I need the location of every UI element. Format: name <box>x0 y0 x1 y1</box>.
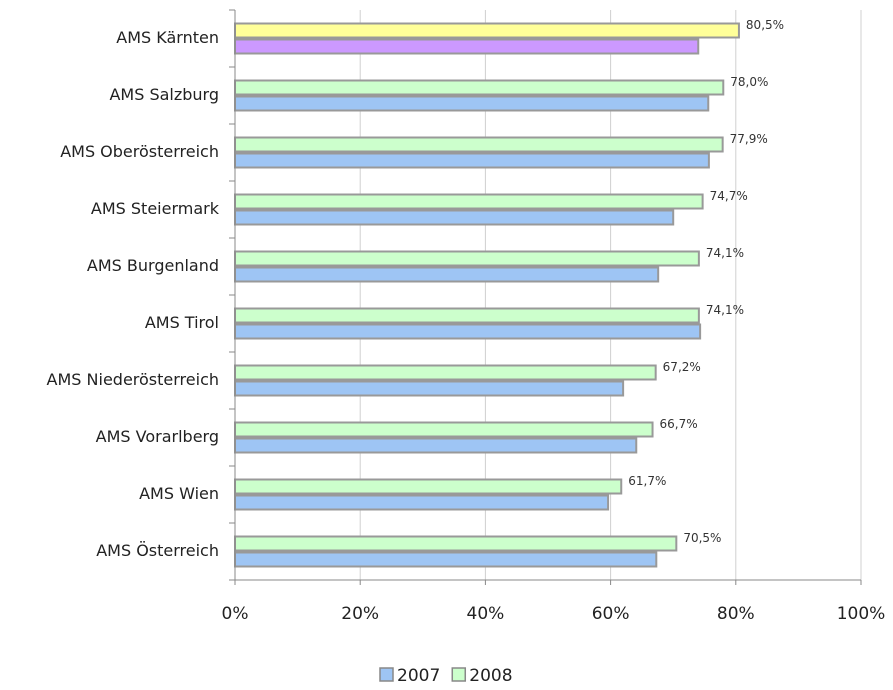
value-label: 67,2% <box>663 360 701 374</box>
bar <box>234 209 675 226</box>
category-label: AMS Salzburg <box>109 85 219 104</box>
bar <box>234 152 710 169</box>
bar <box>234 136 724 153</box>
category-label: AMS Tirol <box>145 313 219 332</box>
bar <box>234 79 725 96</box>
legend-label: 2008 <box>469 666 512 686</box>
bar <box>234 437 638 454</box>
value-label: 74,1% <box>706 246 744 260</box>
bar <box>234 380 625 397</box>
x-tick-label: 20% <box>341 604 379 624</box>
x-tick-label: 60% <box>592 604 630 624</box>
value-label: 78,0% <box>730 75 768 89</box>
category-label: AMS Vorarlberg <box>96 427 219 446</box>
category-label: AMS Wien <box>139 484 219 503</box>
legend-swatch <box>379 667 394 682</box>
bar <box>234 535 678 552</box>
category-label: AMS Oberösterreich <box>60 142 219 161</box>
x-tick-label: 40% <box>467 604 505 624</box>
bar <box>234 38 700 55</box>
bar <box>234 95 710 112</box>
value-label: 77,9% <box>730 132 768 146</box>
x-tick-label: 100% <box>837 604 886 624</box>
value-label: 80,5% <box>746 18 784 32</box>
bar <box>234 22 740 39</box>
value-label: 70,5% <box>683 531 721 545</box>
x-tick-label: 0% <box>222 604 249 624</box>
x-tick-label: 80% <box>717 604 755 624</box>
category-label: AMS Burgenland <box>87 256 219 275</box>
value-label: 61,7% <box>628 474 666 488</box>
bar <box>234 551 658 568</box>
bar <box>234 364 657 381</box>
category-label: AMS Kärnten <box>116 28 219 47</box>
bar <box>234 307 700 324</box>
value-label: 74,1% <box>706 303 744 317</box>
bar <box>234 421 654 438</box>
legend-label: 2007 <box>397 666 440 686</box>
value-label: 74,7% <box>710 189 748 203</box>
legend-swatch <box>451 667 467 682</box>
bar <box>234 193 704 210</box>
bar <box>234 323 702 340</box>
bar <box>234 250 700 267</box>
bar <box>234 478 623 495</box>
category-label: AMS Niederösterreich <box>47 370 219 389</box>
bar <box>234 266 660 283</box>
value-label: 66,7% <box>660 417 698 431</box>
bar <box>234 494 610 511</box>
category-label: AMS Steiermark <box>91 199 220 218</box>
category-label: AMS Österreich <box>96 541 219 560</box>
